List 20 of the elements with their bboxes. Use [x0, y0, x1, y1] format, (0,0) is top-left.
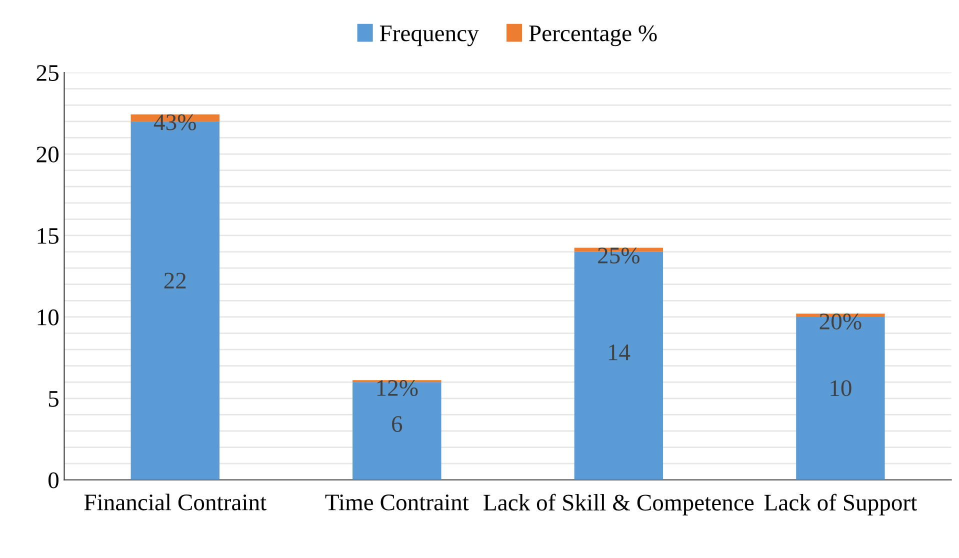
data-label: 10 — [830, 380, 852, 396]
x-tick-label: Lack of Skill & Competence — [484, 494, 754, 516]
y-tick-label: 0 — [48, 472, 58, 488]
y-tick-label: 25 — [36, 65, 58, 81]
x-tick-label: Lack of Support — [764, 494, 918, 516]
data-label: 20% — [820, 314, 862, 330]
data-label: 22 — [164, 272, 186, 288]
legend-label: Frequency — [380, 26, 479, 46]
y-tick-label: 5 — [48, 391, 58, 407]
x-tick-label: Financial Contraint — [84, 494, 266, 510]
y-tick-label: 10 — [38, 309, 58, 326]
y-tick-label: 20 — [36, 146, 58, 162]
data-label: 12% — [377, 380, 418, 396]
data-label: 14 — [608, 344, 630, 360]
bar — [352, 382, 442, 480]
legend-label: Percentage % — [529, 25, 657, 46]
x-tick-label: Time Contraint — [325, 494, 469, 510]
data-label: 6 — [392, 416, 402, 432]
y-tick-label: 15 — [38, 228, 58, 244]
data-label: 25% — [598, 248, 640, 264]
